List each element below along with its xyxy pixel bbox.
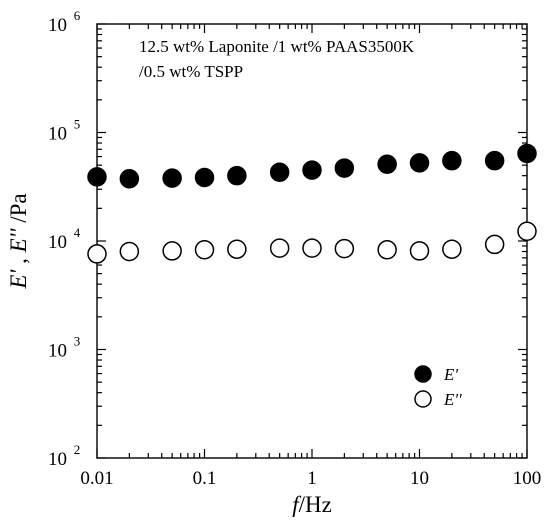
loss-modulus-point xyxy=(517,221,537,241)
loss-modulus-point xyxy=(162,241,182,261)
loss-modulus-point xyxy=(87,244,107,264)
loss-modulus-point xyxy=(119,241,140,262)
y-tick-label-exponent: 2 xyxy=(74,442,81,457)
x-tick-label: 10 xyxy=(410,468,429,489)
y-tick-label-base: 10 xyxy=(48,449,67,470)
y-tick-label-base: 10 xyxy=(48,232,67,253)
y-tick-label: 10 3 xyxy=(48,334,80,362)
loss-modulus-point xyxy=(302,238,322,258)
storage-modulus-point xyxy=(334,158,355,178)
y-tick-label: 10 4 xyxy=(48,225,81,253)
y-tick-label-exponent: 6 xyxy=(74,8,81,23)
x-tick-label: 1 xyxy=(307,468,317,489)
legend-marker-filled-circle xyxy=(414,365,432,383)
legend-marker-open-circle xyxy=(414,390,432,408)
y-axis-title-separator: , xyxy=(6,252,31,269)
x-tick-label: 100 xyxy=(513,468,542,489)
data-points xyxy=(87,143,537,264)
loss-modulus-point xyxy=(409,241,430,261)
loss-modulus-point xyxy=(227,239,247,259)
loss-modulus-point xyxy=(377,240,397,260)
loss-modulus-point xyxy=(484,234,505,255)
annotation-line-2: /0.5 wt% TSPP xyxy=(139,62,243,81)
storage-modulus-point xyxy=(227,165,247,186)
storage-modulus-point xyxy=(484,150,505,171)
y-tick-label-exponent: 4 xyxy=(74,225,81,240)
loss-modulus-point xyxy=(334,238,355,259)
storage-modulus-point xyxy=(87,167,107,187)
y-tick-label-exponent: 5 xyxy=(74,117,81,132)
y-axis-title-loss: E'' xyxy=(6,227,31,253)
storage-modulus-point xyxy=(302,160,322,180)
y-tick-label-base: 10 xyxy=(48,341,67,362)
legend: E' E'' xyxy=(414,365,462,409)
storage-modulus-point xyxy=(409,153,430,173)
y-axis-title-unit: /Pa xyxy=(6,193,31,228)
x-tick-label: 0.01 xyxy=(80,468,113,489)
y-tick-label: 10 5 xyxy=(48,117,80,145)
y-tick-label-exponent: 3 xyxy=(74,334,81,349)
y-axis-title-storage: E' xyxy=(6,269,31,290)
loss-modulus-point xyxy=(194,240,215,260)
legend-label-e-prime: E' xyxy=(443,365,458,384)
x-axis-title-unit: /Hz xyxy=(299,492,332,517)
y-tick-label-base: 10 xyxy=(48,15,67,36)
annotation: 12.5 wt% Laponite /1 wt% PAAS3500K /0.5 … xyxy=(139,37,415,81)
legend-label-e-double-prime: E'' xyxy=(443,390,462,409)
storage-modulus-point xyxy=(194,167,215,188)
loss-modulus-point xyxy=(442,239,462,259)
x-axis-title: f/Hz xyxy=(292,492,332,517)
storage-modulus-point xyxy=(119,168,140,189)
axis-ticks: 0.01 0.1 1 10 100 10 2 10 3 10 4 10 5 10 6 xyxy=(48,8,541,489)
y-tick-label: 10 6 xyxy=(48,8,81,36)
storage-modulus-point xyxy=(377,154,397,174)
storage-modulus-point xyxy=(442,150,462,171)
storage-modulus-point xyxy=(517,143,537,164)
x-axis-title-var: f xyxy=(292,492,302,517)
storage-modulus-point xyxy=(269,162,290,183)
loss-modulus-point xyxy=(269,238,290,258)
x-tick-label: 0.1 xyxy=(193,468,217,489)
y-axis-title: E' , E'' /Pa xyxy=(6,193,31,289)
storage-modulus-point xyxy=(162,168,182,188)
y-tick-label-base: 10 xyxy=(48,124,67,145)
annotation-line-1: 12.5 wt% Laponite /1 wt% PAAS3500K xyxy=(139,37,415,56)
y-tick-label: 10 2 xyxy=(48,442,80,470)
